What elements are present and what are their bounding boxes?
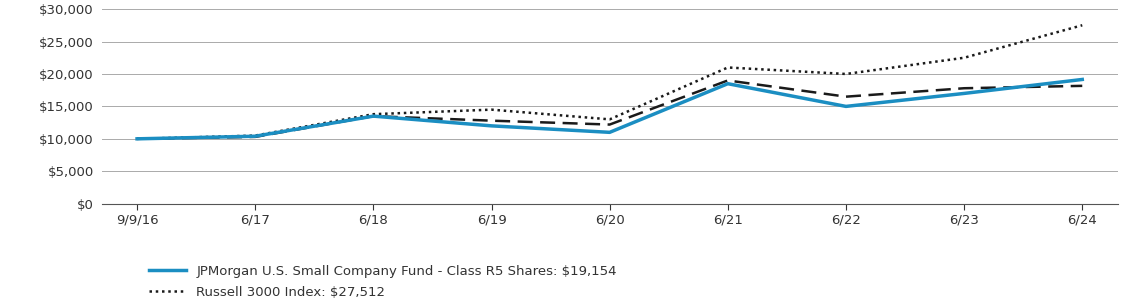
Russell 3000 Index: $27,512: (5, 2.1e+04): $27,512: (5, 2.1e+04) <box>721 66 735 69</box>
Russell 2000 Index: $18,169: (2, 1.35e+04): $18,169: (2, 1.35e+04) <box>367 114 380 118</box>
Line: JPMorgan U.S. Small Company Fund - Class R5 Shares: $19,154: JPMorgan U.S. Small Company Fund - Class… <box>137 79 1083 139</box>
Line: Russell 3000 Index: $27,512: Russell 3000 Index: $27,512 <box>137 25 1083 139</box>
JPMorgan U.S. Small Company Fund - Class R5 Shares: $19,154: (8, 1.92e+04): $19,154: (8, 1.92e+04) <box>1076 78 1089 81</box>
Russell 2000 Index: $18,169: (3, 1.28e+04): $18,169: (3, 1.28e+04) <box>484 119 498 123</box>
Russell 2000 Index: $18,169: (7, 1.78e+04): $18,169: (7, 1.78e+04) <box>957 86 971 90</box>
JPMorgan U.S. Small Company Fund - Class R5 Shares: $19,154: (1, 1.04e+04): $19,154: (1, 1.04e+04) <box>248 134 262 138</box>
Line: Russell 2000 Index: $18,169: Russell 2000 Index: $18,169 <box>137 81 1083 139</box>
Russell 2000 Index: $18,169: (8, 1.82e+04): $18,169: (8, 1.82e+04) <box>1076 84 1089 88</box>
JPMorgan U.S. Small Company Fund - Class R5 Shares: $19,154: (7, 1.7e+04): $19,154: (7, 1.7e+04) <box>957 92 971 95</box>
JPMorgan U.S. Small Company Fund - Class R5 Shares: $19,154: (2, 1.35e+04): $19,154: (2, 1.35e+04) <box>367 114 380 118</box>
Russell 2000 Index: $18,169: (1, 1.03e+04): $18,169: (1, 1.03e+04) <box>248 135 262 139</box>
JPMorgan U.S. Small Company Fund - Class R5 Shares: $19,154: (6, 1.5e+04): $19,154: (6, 1.5e+04) <box>839 105 852 108</box>
Legend: JPMorgan U.S. Small Company Fund - Class R5 Shares: $19,154, Russell 3000 Index:: JPMorgan U.S. Small Company Fund - Class… <box>149 265 616 304</box>
JPMorgan U.S. Small Company Fund - Class R5 Shares: $19,154: (0, 1e+04): $19,154: (0, 1e+04) <box>130 137 143 141</box>
Russell 2000 Index: $18,169: (0, 1e+04): $18,169: (0, 1e+04) <box>130 137 143 141</box>
JPMorgan U.S. Small Company Fund - Class R5 Shares: $19,154: (3, 1.2e+04): $19,154: (3, 1.2e+04) <box>484 124 498 128</box>
Russell 3000 Index: $27,512: (8, 2.75e+04): $27,512: (8, 2.75e+04) <box>1076 23 1089 27</box>
Russell 3000 Index: $27,512: (3, 1.45e+04): $27,512: (3, 1.45e+04) <box>484 108 498 112</box>
Russell 2000 Index: $18,169: (6, 1.65e+04): $18,169: (6, 1.65e+04) <box>839 95 852 98</box>
Russell 2000 Index: $18,169: (5, 1.9e+04): $18,169: (5, 1.9e+04) <box>721 79 735 82</box>
JPMorgan U.S. Small Company Fund - Class R5 Shares: $19,154: (4, 1.1e+04): $19,154: (4, 1.1e+04) <box>603 130 616 134</box>
Russell 3000 Index: $27,512: (1, 1.05e+04): $27,512: (1, 1.05e+04) <box>248 134 262 137</box>
Russell 3000 Index: $27,512: (0, 1e+04): $27,512: (0, 1e+04) <box>130 137 143 141</box>
Russell 3000 Index: $27,512: (4, 1.3e+04): $27,512: (4, 1.3e+04) <box>603 118 616 121</box>
Russell 3000 Index: $27,512: (7, 2.25e+04): $27,512: (7, 2.25e+04) <box>957 56 971 60</box>
Russell 2000 Index: $18,169: (4, 1.22e+04): $18,169: (4, 1.22e+04) <box>603 123 616 126</box>
Russell 3000 Index: $27,512: (2, 1.38e+04): $27,512: (2, 1.38e+04) <box>367 112 380 116</box>
JPMorgan U.S. Small Company Fund - Class R5 Shares: $19,154: (5, 1.85e+04): $19,154: (5, 1.85e+04) <box>721 82 735 85</box>
Russell 3000 Index: $27,512: (6, 2e+04): $27,512: (6, 2e+04) <box>839 72 852 76</box>
